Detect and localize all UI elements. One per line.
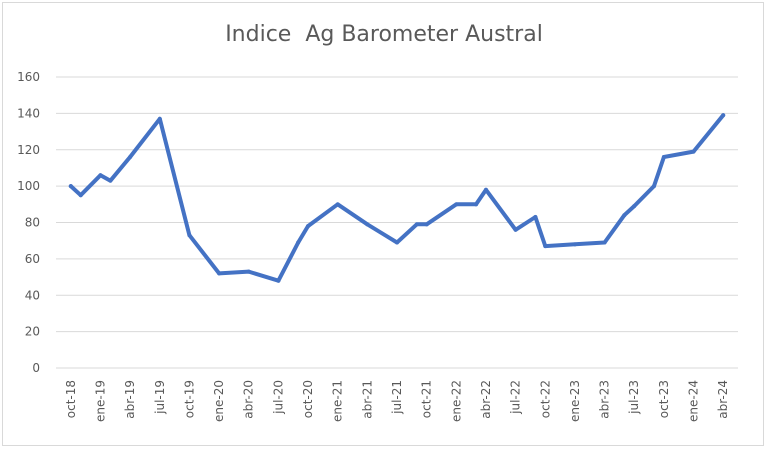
x-axis-ticks: oct-18 ene-19 abr-19 jul-19 oct-19 ene-20 abr-… [64, 380, 730, 422]
data-point [68, 184, 73, 189]
data-point [335, 202, 340, 207]
data-point [513, 227, 518, 232]
x-tick-label: ene-19 [93, 380, 107, 422]
data-point [98, 173, 103, 178]
x-tick-label: oct-20 [301, 380, 315, 418]
x-tick-label: abr-19 [123, 380, 137, 419]
y-tick-label: 60 [25, 252, 40, 266]
x-tick-label: jul-23 [627, 380, 641, 415]
data-point [651, 184, 656, 189]
x-tick-label: oct-19 [182, 380, 196, 418]
data-point [365, 222, 370, 227]
x-tick-label: ene-24 [687, 380, 701, 422]
y-tick-label: 80 [25, 216, 40, 230]
x-tick-label: abr-23 [598, 380, 612, 419]
data-point [483, 187, 488, 192]
x-tick-label: ene-22 [449, 380, 463, 422]
data-point [276, 278, 281, 283]
y-tick-label: 100 [17, 179, 40, 193]
data-point [474, 202, 479, 207]
y-axis-ticks: 0 20 40 60 80 100 120 140 160 [17, 70, 40, 375]
data-point [187, 233, 192, 238]
y-tick-label: 120 [17, 143, 40, 157]
x-tick-label: ene-23 [568, 380, 582, 422]
x-tick-label: oct-23 [657, 380, 671, 418]
data-point [78, 193, 83, 198]
x-tick-label: ene-21 [331, 380, 345, 422]
data-point [414, 222, 419, 227]
x-tick-label: jul-21 [390, 380, 404, 415]
gridlines [56, 76, 738, 369]
data-point [632, 204, 637, 209]
chart-frame [2, 2, 764, 446]
data-point [721, 113, 726, 118]
data-point [543, 244, 548, 249]
y-tick-label: 160 [17, 70, 40, 84]
x-tick-label: abr-24 [716, 380, 730, 419]
x-tick-label: abr-20 [242, 380, 256, 419]
data-point [602, 240, 607, 245]
x-tick-label: abr-22 [479, 380, 493, 419]
data-point [246, 269, 251, 274]
y-tick-label: 0 [32, 361, 40, 375]
x-tick-label: ene-20 [212, 380, 226, 422]
data-point [454, 202, 459, 207]
chart-title: Indice Ag Barometer Austral [225, 22, 543, 47]
x-tick-label: jul-19 [153, 380, 167, 415]
x-tick-label: oct-22 [538, 380, 552, 418]
data-point [691, 149, 696, 154]
x-tick-label: oct-21 [420, 380, 434, 418]
x-tick-label: jul-20 [271, 380, 285, 415]
x-tick-label: abr-21 [360, 380, 374, 419]
y-tick-label: 20 [25, 325, 40, 339]
data-point [217, 271, 222, 276]
data-point [157, 116, 162, 121]
data-point [622, 213, 627, 218]
y-tick-label: 40 [25, 288, 40, 302]
data-point [108, 178, 113, 183]
data-point [306, 224, 311, 229]
x-tick-label: oct-18 [64, 380, 78, 418]
data-point [296, 240, 301, 245]
data-point [395, 240, 399, 245]
series-line-0 [68, 113, 726, 283]
data-point [424, 222, 429, 227]
y-tick-label: 140 [17, 106, 40, 120]
data-point [661, 155, 666, 160]
data-point [572, 242, 577, 247]
series-group [68, 113, 726, 283]
data-point [128, 155, 133, 160]
x-tick-label: jul-22 [509, 380, 523, 415]
data-point [533, 215, 538, 220]
